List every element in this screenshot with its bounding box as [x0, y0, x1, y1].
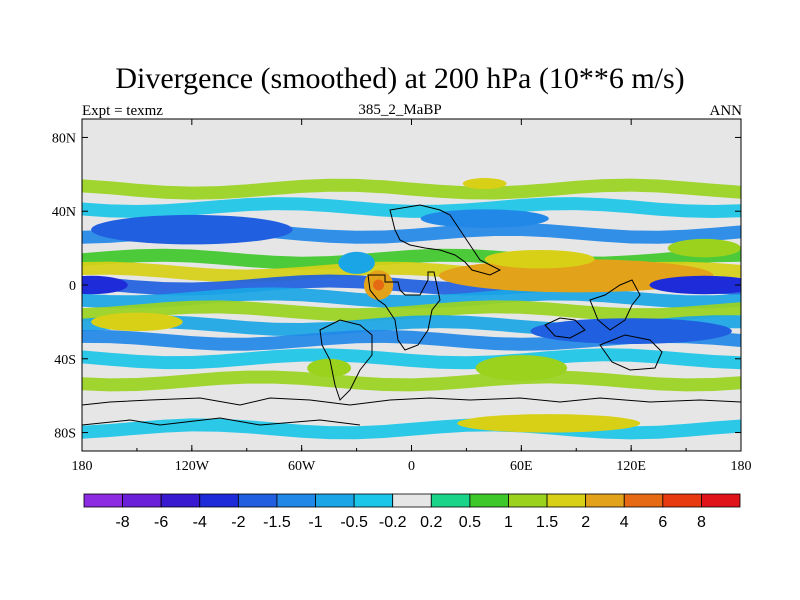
x-tick-label: 120E [616, 459, 646, 474]
y-axis: 80N 40N 0 40S 80S [52, 131, 741, 442]
colorbar-box [160, 493, 201, 508]
coastline-layer [82, 204, 741, 426]
colorbar-label: 4 [620, 514, 629, 531]
x-tick-label: 120W [175, 459, 210, 474]
colorbar-box [662, 493, 702, 508]
field-feature [420, 209, 549, 228]
coastline-maritime [544, 317, 586, 339]
colorbar-label: -6 [154, 514, 168, 531]
colorbar-label: -1 [308, 514, 322, 531]
coastline-australia [599, 334, 663, 371]
field-feature [475, 355, 568, 381]
field-feature [82, 275, 128, 295]
colorbar-label: 1 [504, 514, 513, 531]
colorbar-box [623, 493, 664, 508]
y-tick-label: 40S [54, 353, 76, 368]
colorbar-box [546, 493, 587, 508]
chart-title: Divergence (smoothed) at 200 hPa (10**6 … [115, 62, 685, 95]
y-tick-label: 0 [69, 279, 76, 294]
chart-subtitle: 385_2_MaBP [358, 102, 442, 118]
colorbar-box [508, 493, 548, 508]
colorbar-label: 1.5 [536, 514, 558, 531]
x-tick-label: 60E [510, 459, 533, 474]
coastline-antarctica [82, 397, 741, 406]
field-feature [91, 214, 293, 245]
coastline-india-seasia [589, 279, 641, 331]
coastline-antarctica-inner [82, 417, 361, 426]
field-band [82, 197, 741, 218]
colorbar-box [237, 493, 278, 508]
y-tick-label: 80S [54, 427, 76, 442]
colorbar-label: -0.2 [379, 514, 407, 531]
x-tick-label: 0 [408, 459, 415, 474]
field-band [82, 287, 741, 309]
field-band [82, 418, 741, 440]
map-field-layer [82, 119, 741, 451]
field-feature [530, 318, 732, 345]
field-band [82, 348, 741, 370]
field-feature [307, 358, 352, 378]
colorbar-box [276, 493, 316, 508]
colorbar-box [315, 493, 355, 508]
field-band [82, 300, 741, 322]
colorbar-box [353, 493, 394, 508]
colorbar-label: 8 [697, 514, 706, 531]
field-feature [484, 249, 595, 269]
colorbar-label: -1.5 [263, 514, 291, 531]
colorbar-box [83, 493, 123, 508]
y-tick-label: 40N [52, 205, 76, 220]
colorbar-box [430, 493, 471, 508]
coastline-eurasia [389, 204, 502, 276]
colorbar-label: -0.5 [340, 514, 368, 531]
field-feature [91, 312, 183, 332]
y-tick-label: 80N [52, 131, 76, 146]
x-tick-label: 180 [731, 459, 752, 474]
colorbar-box [701, 493, 741, 508]
colorbar-box [469, 493, 509, 508]
field-feature [438, 259, 714, 293]
colorbar-box [392, 493, 432, 508]
season-label: ANN [709, 103, 743, 119]
field-feature [373, 279, 385, 291]
colorbar-box [199, 493, 239, 508]
field-band [82, 370, 741, 392]
colorbar-box [585, 493, 625, 508]
x-axis: 180 120W 60W 0 60E 120E 180 [72, 119, 752, 474]
field-feature [338, 251, 375, 274]
field-band [82, 329, 741, 351]
colorbar-label: -8 [115, 514, 129, 531]
coastline-africa [367, 271, 441, 351]
colorbar-label: -4 [193, 514, 207, 531]
x-tick-label: 180 [72, 459, 93, 474]
colorbar: -8 -6 -4 -2 -1.5 -1 -0.5 -0.2 0.2 0.5 1 1.5 2 4 6 8 [83, 493, 741, 531]
field-feature [462, 178, 507, 190]
field-feature [667, 238, 741, 258]
field-feature [457, 414, 641, 433]
field-band [82, 178, 741, 200]
colorbar-label: 6 [658, 514, 667, 531]
colorbar-label: 0.2 [420, 514, 442, 531]
colorbar-label: -2 [231, 514, 245, 531]
colorbar-box [122, 493, 162, 508]
field-feature [649, 275, 741, 295]
x-tick-label: 60W [288, 459, 316, 474]
coastline-south-america [319, 319, 373, 401]
experiment-label: Expt = texmz [82, 103, 163, 119]
colorbar-label: 2 [581, 514, 590, 531]
colorbar-label: 0.5 [459, 514, 481, 531]
